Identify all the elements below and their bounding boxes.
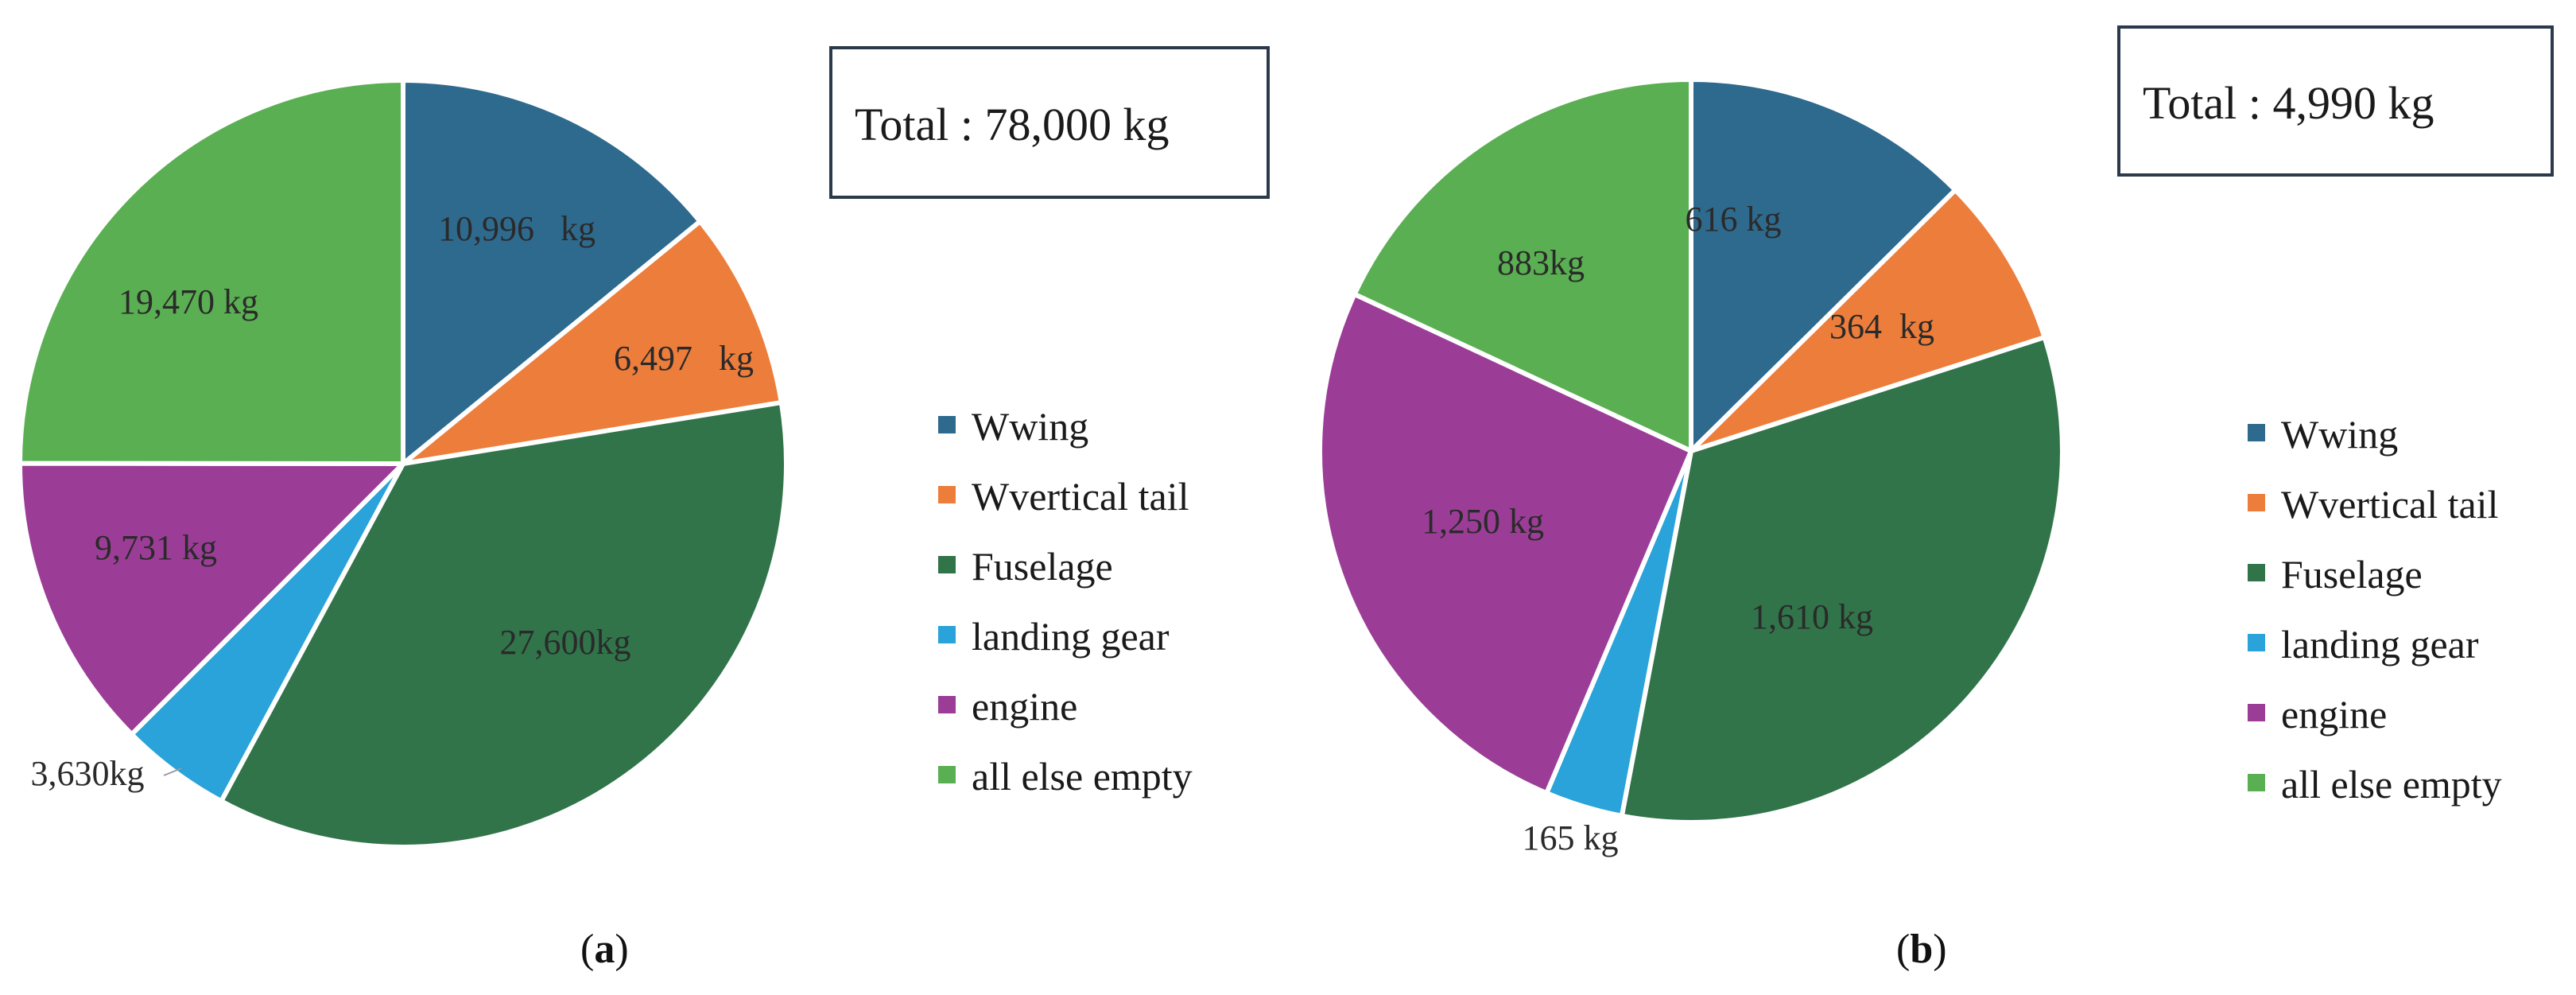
legend-label-wwing: Wwing — [972, 404, 1088, 449]
leader-line-landing-gear — [163, 768, 182, 776]
legend-label-landing-gear: landing gear — [2281, 622, 2479, 667]
data-label-all-else-empty: 883kg — [1497, 243, 1585, 282]
legend-label-engine: engine — [972, 684, 1077, 729]
data-label-fuselage: 1,610 kg — [1751, 597, 1873, 636]
legend-swatch-wwing — [938, 416, 956, 433]
data-label-wvertical-tail: 364 kg — [1829, 307, 1934, 346]
legend-label-wwing: Wwing — [2281, 412, 2398, 457]
pie-slice-all-else-empty — [17, 78, 405, 466]
data-label-engine: 9,731 kg — [95, 528, 217, 567]
legend-swatch-wvertical-tail — [2248, 494, 2265, 511]
pie-slice-engine — [1317, 291, 1693, 796]
legend-a: Wwing Wvertical tail Fuselage landing gear e… — [938, 404, 1193, 799]
pie-slices-a — [17, 78, 789, 849]
legend-swatch-fuselage — [938, 556, 956, 573]
legend-swatch-landing-gear — [2248, 634, 2265, 651]
legend-label-all-else-empty: all else empty — [2281, 762, 2502, 806]
legend-swatch-engine — [2248, 704, 2265, 721]
legend-label-wvertical-tail: Wvertical tail — [972, 474, 1189, 519]
legend-swatch-engine — [938, 696, 956, 713]
pie-slice-wvertical-tail — [1689, 187, 2047, 453]
legend-label-all-else-empty: all else empty — [972, 754, 1193, 799]
legend-swatch-landing-gear — [938, 626, 956, 643]
pie-slices-b — [1317, 77, 2065, 825]
data-label-wwing: 616 kg — [1686, 200, 1782, 239]
legend-label-wvertical-tail: Wvertical tail — [2281, 482, 2498, 527]
pie-slice-fuselage — [1619, 335, 2065, 825]
data-label-wvertical-tail: 6,497 kg — [614, 339, 754, 378]
pie-data-labels-a: 10,996 kg 6,497 kg 27,600kg 3,630kg 9,731 kg… — [31, 209, 755, 793]
legend-swatch-all-else-empty — [2248, 774, 2265, 791]
total-label-a: Total : 78,000 kg — [855, 99, 1169, 150]
data-label-landing-gear: 3,630kg — [31, 754, 145, 793]
pie-slice-fuselage — [219, 400, 789, 849]
legend-swatch-fuselage — [2248, 564, 2265, 581]
data-label-wwing: 10,996 kg — [438, 209, 596, 248]
panel-letter-a: a — [594, 927, 615, 972]
pie-slice-wvertical-tail — [401, 219, 784, 466]
legend-label-fuselage: Fuselage — [972, 544, 1113, 589]
legend-swatch-wvertical-tail — [938, 486, 956, 503]
panel-label-b: (b) — [1896, 927, 1947, 972]
pie-slice-wwing — [401, 78, 703, 466]
pie-chart-a: 10,996 kg 6,497 kg 27,600kg 3,630kg 9,731 kg… — [17, 46, 1270, 972]
pie-data-labels-b: 616 kg 364 kg 1,610 kg 165 kg 1,250 kg 883kg — [1422, 200, 1934, 857]
total-label-b: Total : 4,990 kg — [2143, 77, 2434, 129]
legend-label-engine: engine — [2281, 692, 2387, 737]
legend-label-fuselage: Fuselage — [2281, 552, 2423, 597]
pie-slice-engine — [17, 461, 405, 737]
legend-b: Wwing Wvertical tail Fuselage landing gear e… — [2248, 412, 2502, 806]
total-box-a — [829, 46, 1270, 199]
pie-slice-all-else-empty — [1352, 77, 1693, 453]
data-label-engine: 1,250 kg — [1422, 502, 1544, 541]
data-label-all-else-empty: 19,470 kg — [118, 282, 258, 321]
total-box-b — [2117, 25, 2554, 177]
pie-slice-wwing — [1689, 77, 1958, 453]
panel-label-a: (a) — [580, 927, 629, 972]
legend-label-landing-gear: landing gear — [972, 614, 1170, 659]
legend-swatch-all-else-empty — [938, 766, 956, 783]
data-label-landing-gear: 165 kg — [1523, 818, 1619, 857]
legend-swatch-wwing — [2248, 424, 2265, 441]
panel-letter-b: b — [1910, 927, 1933, 972]
data-label-fuselage: 27,600kg — [500, 623, 631, 662]
